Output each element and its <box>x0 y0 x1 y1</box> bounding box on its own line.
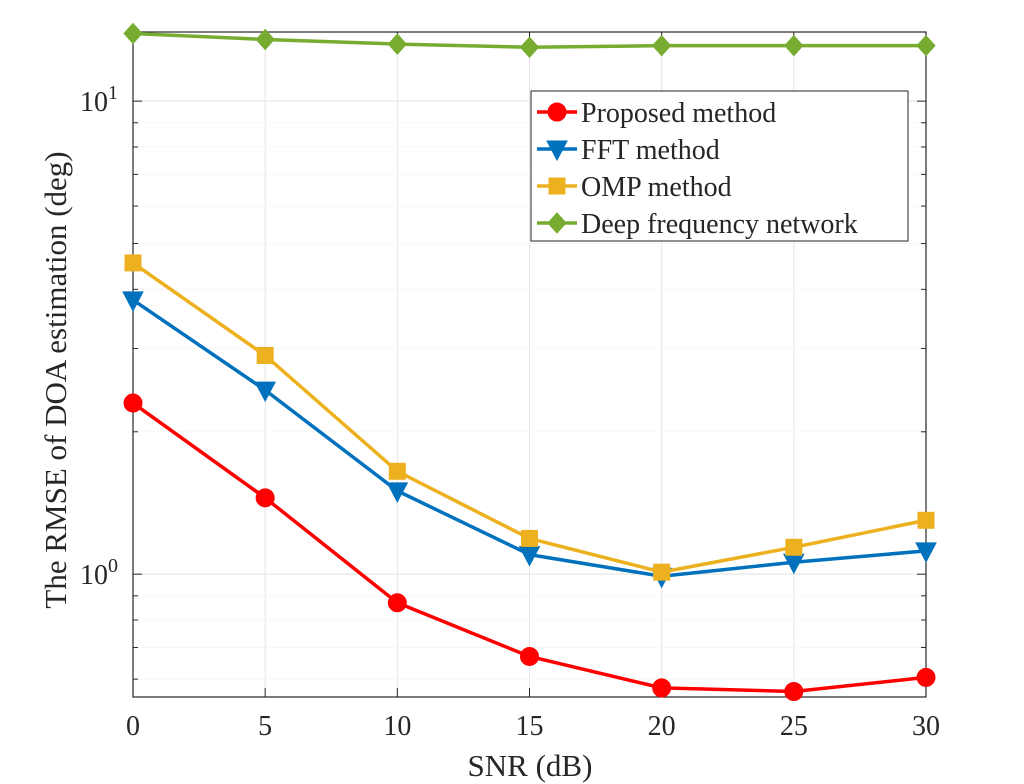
axes-box <box>132 31 927 698</box>
data-point <box>387 33 408 55</box>
data-point <box>254 381 276 403</box>
data-point <box>652 678 672 698</box>
data-point <box>255 28 275 51</box>
data-point <box>547 212 567 234</box>
x-tick-label: 15 <box>516 711 544 742</box>
data-point <box>785 538 803 556</box>
legend-label: Proposed method <box>581 98 776 129</box>
data-point <box>123 22 143 45</box>
legend-entry: OMP method <box>537 172 732 203</box>
data-point <box>651 34 672 57</box>
legend-label: FFT method <box>581 135 720 166</box>
data-point <box>917 511 935 529</box>
x-tick-label: 0 <box>126 711 140 742</box>
series-lines <box>122 22 937 701</box>
legend-label: OMP method <box>581 172 732 203</box>
data-point <box>784 34 804 57</box>
data-point <box>547 102 567 122</box>
x-tick-label: 30 <box>912 711 940 742</box>
series-deep-frequency-network <box>123 22 936 58</box>
legend-entry: Proposed method <box>537 98 776 129</box>
data-point <box>122 291 144 312</box>
x-tick-labels: 0 5 10 15 20 25 30 <box>126 711 940 742</box>
y-tick-label: 100 <box>80 555 118 591</box>
data-point <box>521 529 538 547</box>
data-point <box>387 593 407 613</box>
data-point <box>255 488 275 508</box>
data-point <box>915 542 937 563</box>
y-axis-title: The RMSE of DOA estimation (deg) <box>38 151 73 608</box>
data-point <box>256 346 274 364</box>
series-fft-method <box>122 291 937 589</box>
legend: Proposed method FFT method OMP method Deep … <box>530 90 909 242</box>
data-point <box>520 646 539 666</box>
x-tick-label: 10 <box>383 711 411 742</box>
data-point <box>123 393 143 413</box>
data-point <box>124 254 142 272</box>
series-proposed-method <box>123 393 936 701</box>
x-axis-title: SNR (dB) <box>468 748 593 783</box>
data-point <box>548 177 566 195</box>
data-point <box>386 482 409 503</box>
data-point <box>388 462 406 480</box>
x-tick-label: 20 <box>648 711 676 742</box>
data-point <box>519 36 540 58</box>
data-point <box>653 563 671 581</box>
y-tick-labels: 100 101 <box>80 82 118 591</box>
x-tick-label: 5 <box>258 711 272 742</box>
legend-entry: Deep frequency network <box>537 209 858 240</box>
legend-label: Deep frequency network <box>581 209 858 240</box>
data-point <box>546 140 568 162</box>
x-tick-label: 25 <box>780 711 808 742</box>
data-point <box>916 34 936 57</box>
data-point <box>784 681 804 701</box>
data-point <box>916 667 936 687</box>
legend-box <box>530 90 909 242</box>
series-omp-method <box>124 254 935 581</box>
legend-entry: FFT method <box>537 135 720 166</box>
y-tick-label: 101 <box>80 82 118 118</box>
